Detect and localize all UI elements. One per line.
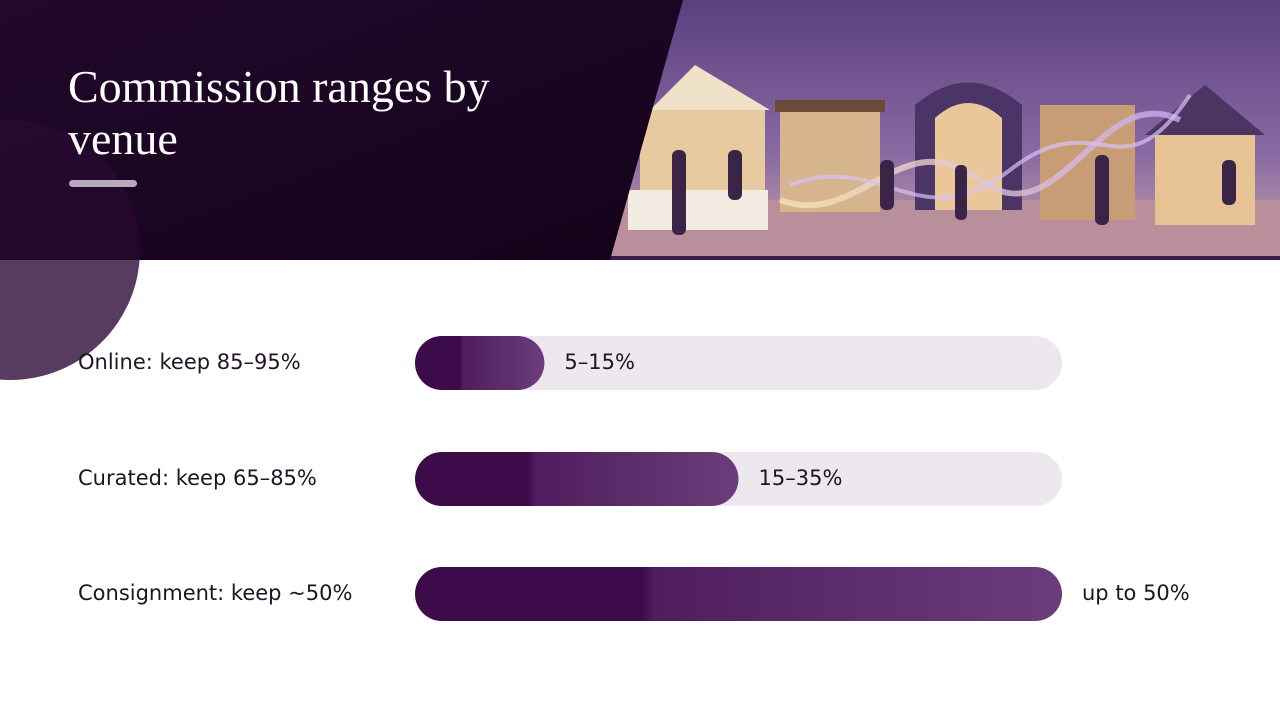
category-label: Consignment: keep ~50% [78, 581, 352, 605]
header-panel-overlay [0, 0, 683, 260]
bar [415, 452, 739, 506]
chart-title: Commission ranges by venue [68, 61, 490, 164]
bar [415, 567, 1062, 621]
title-accent [69, 180, 137, 187]
bar-annotation: 15–35% [759, 466, 843, 490]
header-illustration [600, 0, 1280, 260]
category-label: Curated: keep 65–85% [78, 466, 317, 490]
bar-annotation: 5–15% [564, 350, 635, 374]
bar-track [415, 336, 1062, 390]
bar-annotation: up to 50% [1082, 581, 1190, 605]
bar [415, 336, 545, 390]
category-label: Online: keep 85–95% [78, 350, 301, 374]
